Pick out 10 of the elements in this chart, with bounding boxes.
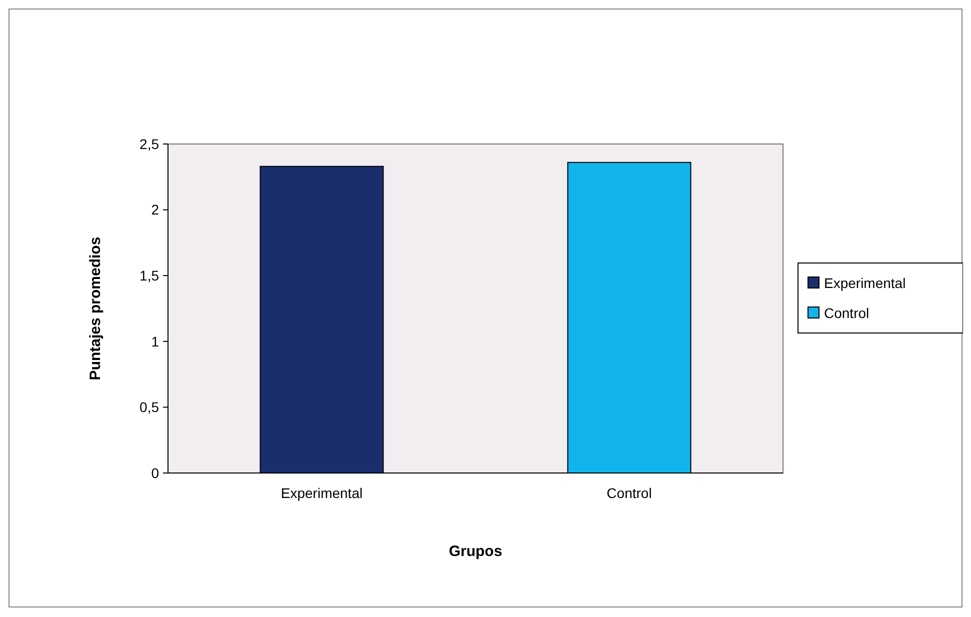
x-axis-title: Grupos <box>448 543 502 560</box>
y-axis-title: Puntajes promedios <box>87 236 104 380</box>
y-tick-label: 2,5 <box>140 136 160 152</box>
y-tick-label: 2 <box>151 202 160 218</box>
y-tick-label: 1,5 <box>140 268 160 284</box>
legend-label: Experimental <box>824 274 906 291</box>
legend-label: Control <box>824 304 870 321</box>
y-tick-label: 0 <box>151 464 160 481</box>
y-tick-label: 0,5 <box>140 399 160 416</box>
y-tick-label: 1 <box>151 333 160 350</box>
